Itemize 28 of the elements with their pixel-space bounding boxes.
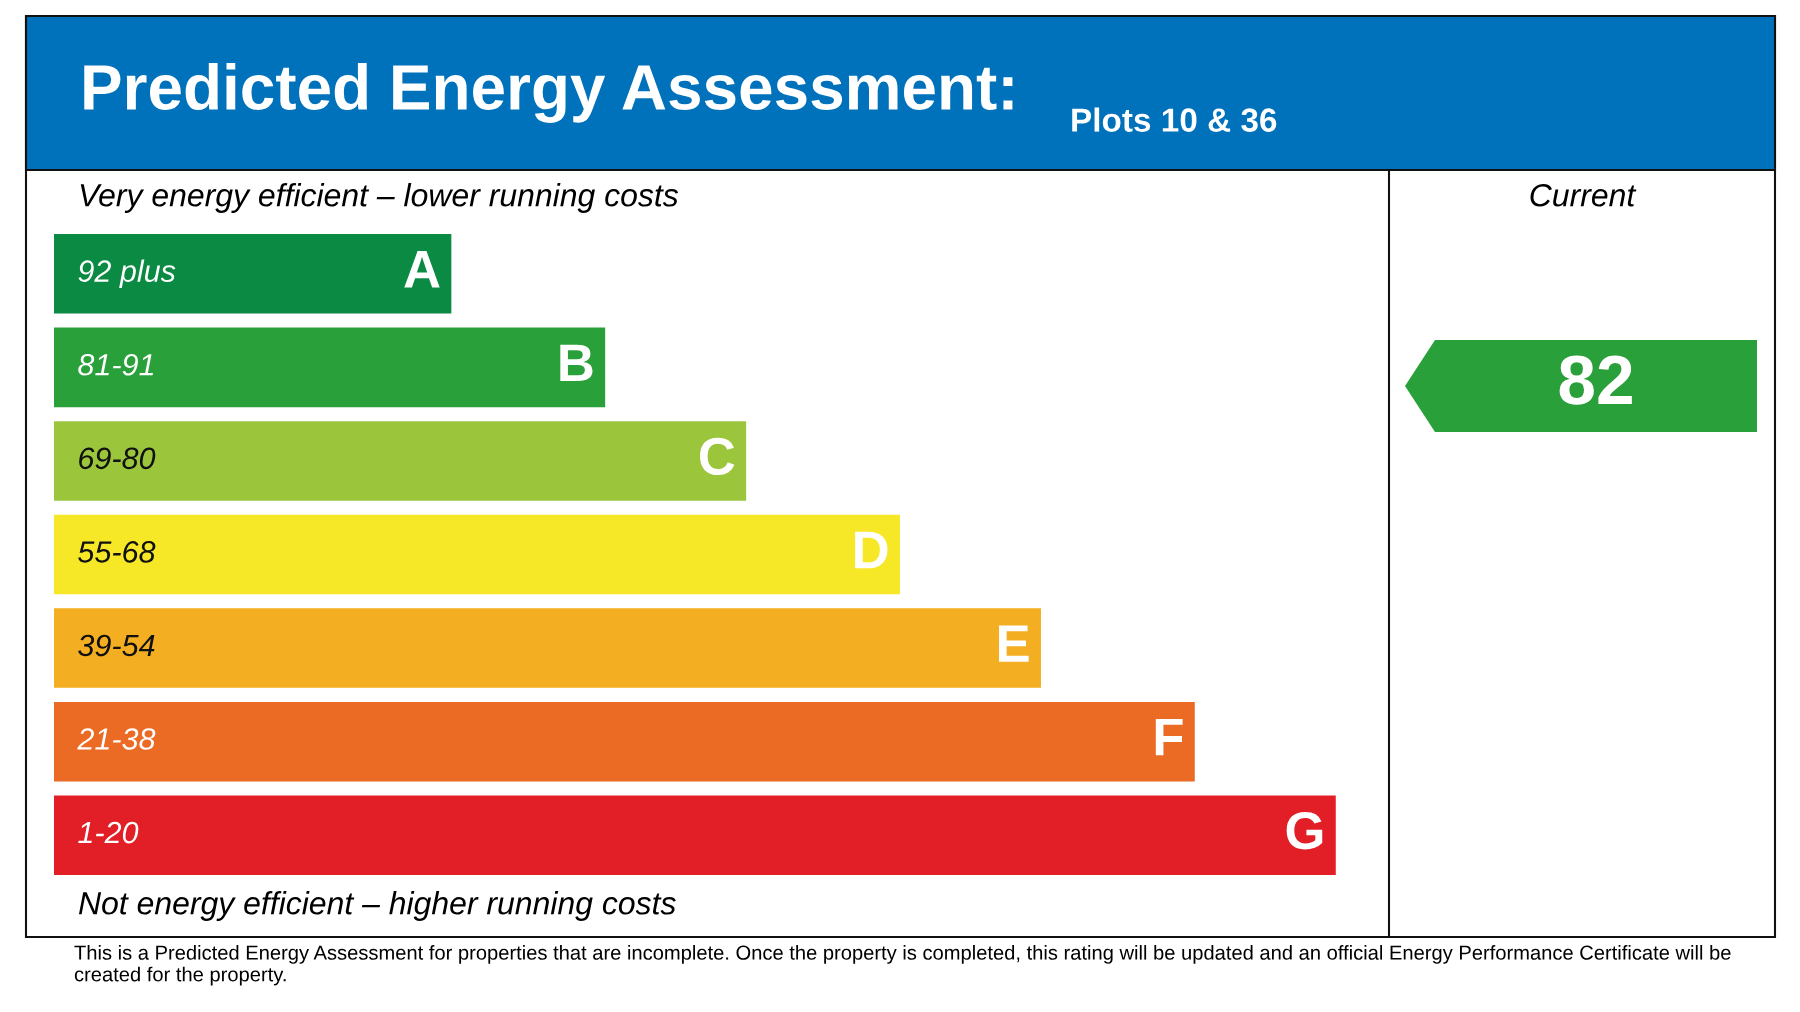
chart-subtitle: Plots 10 & 36	[1072, 107, 1277, 132]
annotation: C	[699, 437, 735, 476]
annotation: G	[1286, 812, 1323, 850]
bar	[54, 514, 900, 595]
text: 82	[1559, 355, 1632, 405]
y-tick-label: 55-68	[78, 541, 156, 563]
annotation: E	[999, 625, 1029, 662]
bar	[54, 234, 452, 314]
bar	[54, 327, 606, 408]
chart-title: Predicted Energy Assessment:	[84, 63, 1013, 123]
y-tick-label: 1-20	[78, 821, 139, 844]
y-tick-label: 81-91	[78, 353, 153, 376]
text: This is a Predicted Energy Assessment for properties that are incomplete. Once the property is completed, this rating will be updated and an official Energy Performance Certificate will be created for the property.	[74, 945, 1731, 986]
y-tick-label: 92 plus	[78, 259, 176, 289]
annotation: F	[1155, 718, 1183, 756]
text: Very energy efficient – lower running costs	[80, 183, 679, 213]
y-tick-label: 21-38	[77, 728, 156, 750]
y-tick-label: 39-54	[78, 634, 155, 657]
bar	[54, 701, 1195, 782]
annotation: A	[404, 251, 440, 288]
annotation: D	[855, 531, 888, 569]
annotation: Not energy efficient – higher running costs	[78, 891, 676, 921]
text: Current	[1530, 183, 1637, 207]
annotation: B	[560, 344, 593, 382]
bar	[54, 608, 1041, 688]
bar	[54, 421, 747, 501]
bar	[54, 795, 1336, 875]
y-tick-label: 69-80	[79, 447, 156, 470]
